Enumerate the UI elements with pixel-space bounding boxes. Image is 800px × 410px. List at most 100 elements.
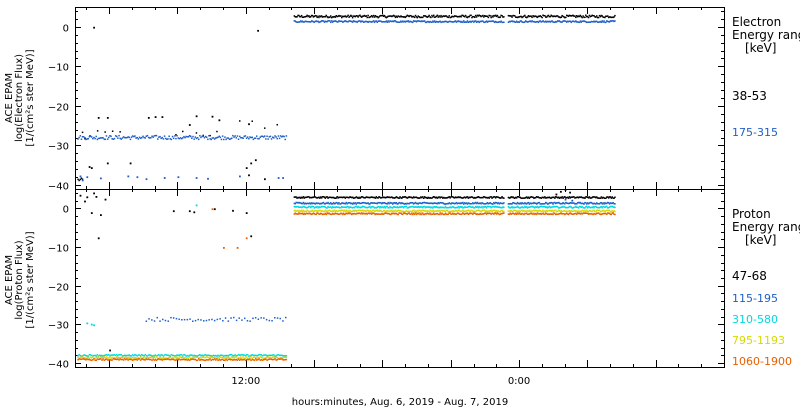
proton-point-47-68 xyxy=(438,196,440,198)
proton-point-795-1193 xyxy=(465,210,468,212)
proton-point-1060-1900 xyxy=(303,212,306,215)
proton-point-115-195 xyxy=(464,202,467,205)
proton-point-1060-1900 xyxy=(377,213,379,215)
proton-point-47-68 xyxy=(422,196,424,198)
proton-point-47-68 xyxy=(452,196,454,198)
electron-point-38-53 xyxy=(390,15,392,17)
proton-point-795-1193 xyxy=(105,356,108,358)
proton-point-310-580 xyxy=(414,206,417,208)
proton-legend-entry-795-1193: 795-1193 xyxy=(732,334,785,347)
proton-point-310-580 xyxy=(441,206,443,208)
electron-point-175-315 xyxy=(373,21,376,24)
electron-point-175-315 xyxy=(211,137,214,139)
electron-point-175-315 xyxy=(503,21,505,23)
proton-point-115-195 xyxy=(453,202,456,205)
proton-point-795-1193 xyxy=(378,209,380,211)
proton-point-1060-1900 xyxy=(514,213,516,215)
proton-point-115-195 xyxy=(368,203,370,205)
electron-point-38-53 xyxy=(599,15,602,18)
proton-point-47-68 xyxy=(334,197,337,199)
electron-point-175-315 xyxy=(356,21,358,23)
proton-point-310-580 xyxy=(408,206,410,208)
electron-point-38-53 xyxy=(595,16,597,18)
electron-point-175-315 xyxy=(147,136,150,139)
proton-point-795-1193 xyxy=(145,357,148,359)
proton-point-795-1193 xyxy=(179,356,182,358)
proton-point-310-580 xyxy=(400,206,402,209)
proton-point-795-1193 xyxy=(356,209,358,212)
proton-ytick-label: −30 xyxy=(48,321,69,332)
proton-point-795-1193 xyxy=(515,210,518,212)
proton-point-795-1193 xyxy=(182,356,184,359)
proton-point-795-1193 xyxy=(199,357,201,359)
proton-point-115-195 xyxy=(588,202,591,204)
electron-point-175-315 xyxy=(609,20,612,22)
electron-point-38-53 xyxy=(592,15,594,17)
proton-point-47-68 xyxy=(512,196,514,198)
electron-point-38-53 xyxy=(368,16,370,19)
proton-point-795-1193 xyxy=(591,210,593,213)
proton-point-1060-1900 xyxy=(406,213,409,215)
proton-point-310-580 xyxy=(531,205,533,208)
proton-point-115-195 xyxy=(545,201,547,204)
proton-point-1060-1900 xyxy=(96,358,99,360)
proton-point-310-580 xyxy=(545,206,548,208)
proton-point-795-1193 xyxy=(178,356,181,358)
proton-point-795-1193 xyxy=(407,210,409,212)
electron-point-175-315 xyxy=(114,135,117,137)
proton-point-1060-1900 xyxy=(284,358,286,361)
proton-point-47-68 xyxy=(415,196,418,198)
proton-point-115-195 xyxy=(526,202,529,204)
electron-point-38-53 xyxy=(396,16,398,18)
proton-point-310-580 xyxy=(284,355,286,357)
electron-point-38-53 xyxy=(428,14,430,17)
electron-point-175-315 xyxy=(100,137,102,139)
electron-point-38-53 xyxy=(583,16,585,19)
proton-point-47-68 xyxy=(297,196,299,199)
electron-point-38-53 xyxy=(202,134,204,137)
proton-point-310-580 xyxy=(129,355,132,357)
proton-point-1060-1900 xyxy=(515,212,517,214)
proton-point-1060-1900 xyxy=(532,213,534,215)
electron-point-175-315 xyxy=(444,20,447,23)
electron-point-175-315 xyxy=(325,20,327,23)
electron-point-175-315 xyxy=(411,21,413,23)
proton-point-115-195 xyxy=(528,203,531,205)
electron-point-175-315 xyxy=(524,21,526,23)
electron-point-175-315 xyxy=(195,137,198,140)
proton-point-1060-1900 xyxy=(347,212,349,214)
proton-point-310-580 xyxy=(594,205,596,208)
electron-point-175-315 xyxy=(474,20,477,22)
proton-point-115-195 xyxy=(324,203,327,205)
proton-point-795-1193 xyxy=(545,209,548,212)
proton-point-1060-1900 xyxy=(537,213,540,215)
proton-point-310-580 xyxy=(256,355,258,357)
proton-point-1060-1900 xyxy=(461,213,463,215)
proton-point-795-1193 xyxy=(565,210,567,213)
proton-point-310-580 xyxy=(498,206,501,208)
proton-point-1060-1900 xyxy=(175,359,177,361)
proton-point-795-1193 xyxy=(270,357,273,359)
proton-point-310-580 xyxy=(503,206,505,209)
electron-point-38-53 xyxy=(460,16,462,18)
proton-point-47-68 xyxy=(380,197,382,199)
proton-point-310-580 xyxy=(557,207,560,209)
proton-point-115-195 xyxy=(391,202,393,204)
electron-point-175-315 xyxy=(106,138,109,140)
proton-point-795-1193 xyxy=(341,209,344,211)
electron-point-38-53 xyxy=(584,16,586,18)
proton-point-1060-1900 xyxy=(408,212,410,214)
proton-point-1060-1900 xyxy=(262,359,265,361)
proton-point-795-1193 xyxy=(321,210,324,212)
proton-point-115-195 xyxy=(357,202,359,204)
proton-point-310-580 xyxy=(532,206,534,208)
proton-point-310-580 xyxy=(85,354,87,357)
proton-point-795-1193 xyxy=(333,209,336,212)
electron-point-175-315 xyxy=(331,20,333,22)
proton-point-1060-1900 xyxy=(364,213,367,215)
proton-point-47-68 xyxy=(361,196,363,198)
proton-point-47-68 xyxy=(329,196,331,198)
electron-point-175-315 xyxy=(283,135,285,138)
electron-point-38-53 xyxy=(575,16,577,19)
electron-point-38-53 xyxy=(245,167,248,169)
